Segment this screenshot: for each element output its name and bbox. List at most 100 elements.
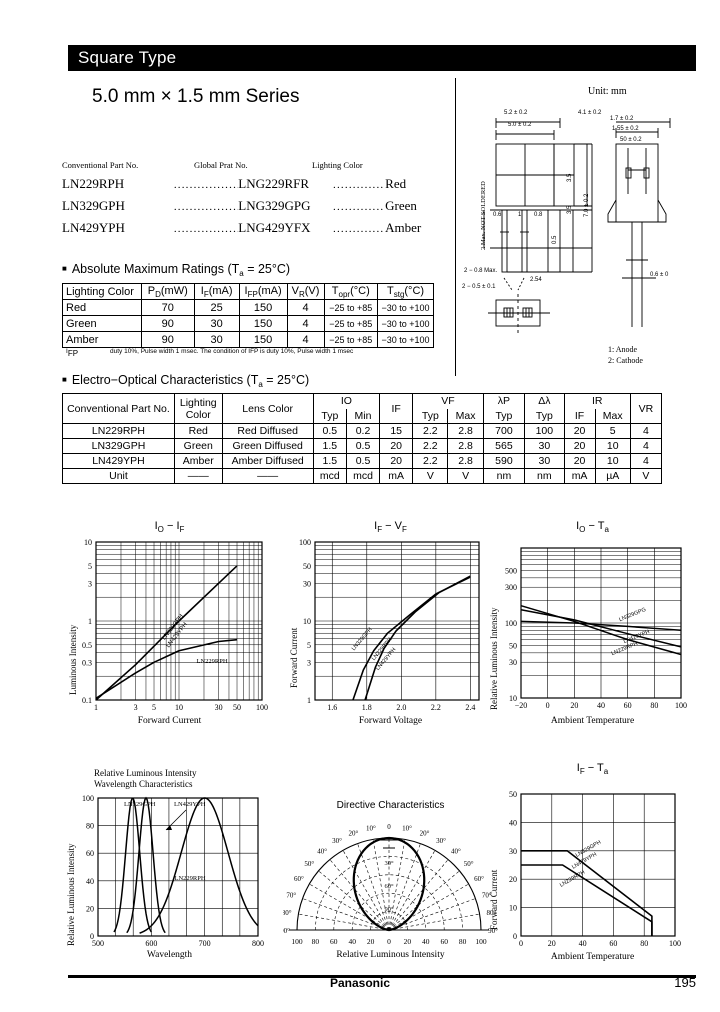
sub-ir-max: Max	[594, 408, 631, 424]
package-outline-drawing	[483, 118, 671, 334]
svg-text:0: 0	[387, 823, 391, 831]
chart-if-vs-ta: IF − Ta Forward Current Ambient Temperat…	[485, 762, 700, 970]
svg-text:20°: 20°	[349, 829, 359, 837]
pin-assignment-note: 1: Anode 2: Cathode	[608, 344, 643, 366]
col-if: IF(mA)	[193, 283, 240, 300]
svg-text:5: 5	[152, 703, 156, 712]
col-ifp: IFP(mA)	[238, 283, 288, 300]
svg-text:100: 100	[675, 701, 687, 710]
cell-unit: mA	[563, 468, 596, 484]
leader-dots: ..............	[333, 223, 386, 235]
svg-text:40: 40	[422, 937, 430, 946]
leader-dots: ..................	[173, 179, 239, 191]
cell-vr: 4	[286, 331, 325, 348]
cell-vf-max: 2.8	[447, 423, 484, 439]
svg-text:60°: 60°	[294, 875, 304, 883]
cell-topr: −25 to +85	[323, 331, 379, 348]
svg-text:20: 20	[570, 701, 578, 710]
group-delta-lambda: Δλ	[524, 393, 565, 409]
cell-pd: 70	[140, 299, 195, 316]
chart-plot-area: 500 600 700 800 0 20 40 60 80 100 LN329GPH LN429YPH…	[82, 794, 264, 948]
table-row: LN429YPH Amber Amber Diffused 1.5 0.5 20…	[62, 453, 663, 469]
svg-text:70°: 70°	[286, 891, 296, 899]
cell-if2: 20	[563, 438, 596, 454]
cell-io-typ: 1.5	[312, 453, 347, 469]
category-title: Square Type	[78, 48, 177, 67]
chart-plot-area: 1.6 1.8 2.0 2.2 2.4135103050100LN329GPHLN229…	[299, 538, 480, 712]
conventional-part-no: LN329GPH	[62, 198, 125, 213]
cell-io-typ: 0.5	[312, 423, 347, 439]
svg-text:3: 3	[88, 579, 92, 588]
cell-lens: Green Diffused	[221, 438, 314, 454]
svg-text:90°: 90°	[283, 927, 290, 935]
col-vr: VR	[629, 393, 663, 424]
cell-ir-max: 5	[594, 423, 631, 439]
cell-part: LN429YPH	[62, 453, 175, 469]
table-header-row: Lighting Color PD(mW) IF(mA) IFP(mA) VR(…	[62, 283, 434, 300]
dim-side-w2: 1.7 ± 0.2	[610, 116, 634, 122]
svg-text:2.4: 2.4	[465, 703, 475, 712]
table-row: LN229RPH Red Red Diffused 0.5 0.2 15 2.2…	[62, 423, 663, 439]
svg-text:20: 20	[367, 937, 375, 946]
electro-optical-section-heading: ■ Electro−Optical Characteristics (Ta = 2…	[62, 373, 310, 389]
lighting-color: Red	[385, 176, 407, 191]
cell-io-min: 0.5	[345, 438, 381, 454]
sub-if-2: IF	[563, 408, 596, 424]
chart-y-axis-label: Relative Luminous Intensity	[66, 843, 76, 947]
part-number-list: Conventional Part No. Global Prat No. Li…	[62, 160, 442, 236]
cell-tstg: −30 to +100	[377, 299, 434, 316]
svg-text:60: 60	[330, 937, 338, 946]
col-lens-color: Lens Color	[221, 393, 314, 424]
svg-text:5: 5	[307, 641, 311, 650]
svg-text:90°: 90°	[384, 906, 394, 913]
sub-vf-max: Max	[447, 408, 484, 424]
header-global: Global Prat No.	[194, 160, 248, 170]
svg-text:LN229RPH: LN229RPH	[196, 658, 227, 665]
dim-lead-f: 2 − 0.5 ± 0.1	[462, 284, 496, 290]
header-divider-rule	[455, 78, 456, 376]
cell-pd: 90	[140, 315, 195, 332]
chart-x-axis-label: Relative Luminous Intensity	[336, 950, 445, 960]
svg-text:0.5: 0.5	[82, 641, 92, 650]
svg-text:20°: 20°	[420, 829, 430, 837]
svg-text:0.1: 0.1	[82, 696, 92, 705]
cell-io-min: 0.2	[345, 423, 381, 439]
series-title: 5.0 mm × 1.5 mm Series	[92, 86, 300, 107]
cell-if1: 15	[379, 423, 414, 439]
svg-text:60: 60	[624, 701, 632, 710]
chart-title: IF − Ta	[576, 762, 609, 776]
chart-plot-area: 1 3 5 10 30 50 1000.10.30.513510LN329GPHLN429Y…	[82, 538, 268, 712]
sub-dl-typ: Typ	[524, 408, 565, 424]
svg-text:100: 100	[299, 538, 311, 547]
svg-text:40: 40	[579, 939, 587, 948]
table-row: Red 70 25 150 4 −25 to +85 −30 to +100	[62, 299, 434, 316]
leader-dots: ..............	[333, 179, 386, 191]
cell-pd: 90	[140, 331, 195, 348]
svg-text:20: 20	[404, 937, 412, 946]
conventional-part-no: LN429YPH	[62, 220, 125, 235]
sub-vf-typ: Typ	[412, 408, 449, 424]
svg-text:30°: 30°	[332, 837, 342, 845]
list-item: LN429YPH .................. LNG429YFX ..…	[62, 220, 442, 236]
svg-text:60°: 60°	[474, 875, 484, 883]
sub-io-typ: Typ	[312, 408, 347, 424]
cell-vf-max: 2.8	[447, 453, 484, 469]
pin-2-label: 2: Cathode	[608, 356, 643, 365]
section-bullet-icon: ■	[62, 375, 67, 384]
dim-lead-c: 0.8	[534, 212, 543, 218]
svg-text:60: 60	[609, 939, 617, 948]
svg-text:40°: 40°	[317, 847, 327, 855]
group-ir: IR	[563, 393, 631, 409]
col-if-1: IF	[379, 393, 414, 424]
chart-title: Relative Luminous Intensity Wavelength C…	[94, 768, 197, 789]
table-row: Green 90 30 150 4 −25 to +85 −30 to +100	[62, 315, 434, 332]
svg-text:5: 5	[88, 562, 92, 571]
svg-text:0: 0	[387, 937, 391, 946]
cell-if1: 20	[379, 453, 414, 469]
cell-unit: V	[629, 468, 663, 484]
cell-color: Green	[173, 438, 223, 454]
chart-io-vs-if: IO − IF Luminous Intensity Forward Curre…	[62, 520, 277, 735]
dim-side-w1: 4.1 ± 0.2	[578, 110, 602, 116]
chart-io-vs-ta: IO − Ta Relative Luminous Intensity Ambi…	[485, 520, 700, 735]
cell-unit: ——	[221, 468, 314, 484]
